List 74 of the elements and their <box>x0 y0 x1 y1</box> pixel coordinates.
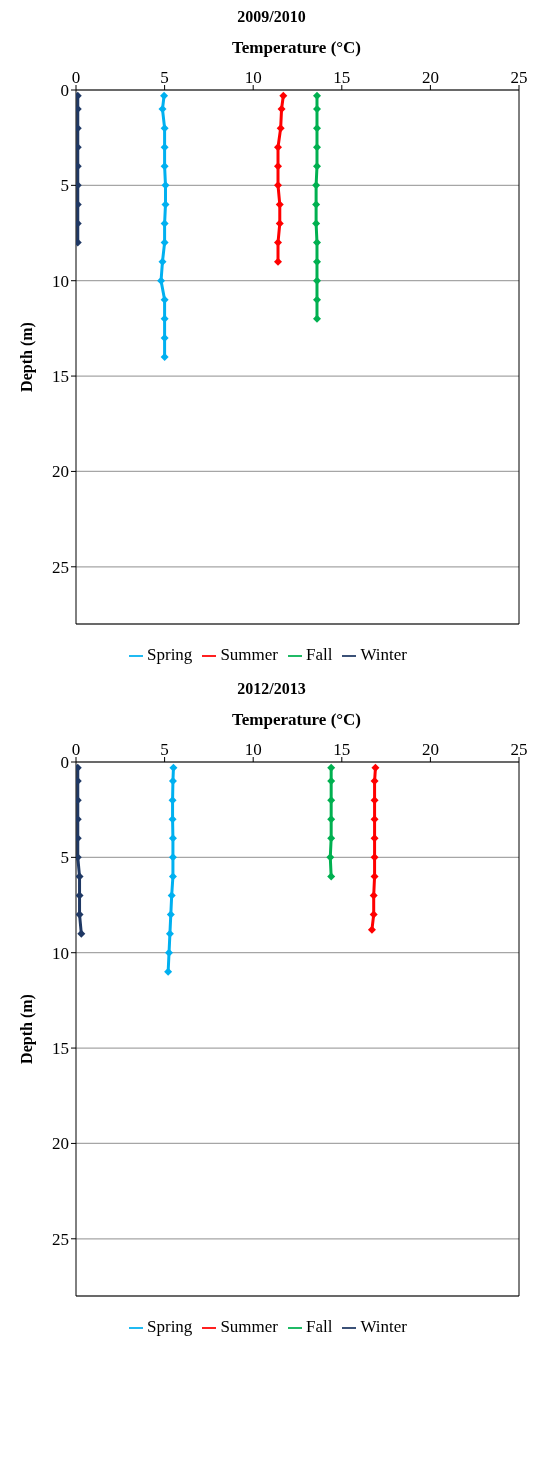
point <box>160 219 169 228</box>
y-axis-title: Depth (m) <box>17 994 36 1064</box>
point <box>160 295 169 304</box>
x-tick-label: 5 <box>160 68 169 87</box>
point <box>275 219 284 228</box>
point <box>274 238 283 247</box>
y-tick-label: 0 <box>60 753 69 773</box>
point <box>275 200 284 209</box>
x-tick-label: 15 <box>333 68 351 87</box>
point <box>169 763 178 772</box>
legend-label: Spring <box>147 1317 193 1336</box>
point <box>165 929 174 938</box>
point <box>327 763 336 772</box>
point <box>166 910 175 919</box>
legend-label: Winter <box>360 1317 407 1336</box>
point <box>158 257 167 266</box>
point <box>327 872 336 881</box>
chart-title: 2009/2010 <box>236 8 307 26</box>
x-tick-label: 20 <box>421 740 439 759</box>
x-axis-title: Temperature (°C) <box>230 710 363 730</box>
chart-title: 2012/2013 <box>236 680 307 698</box>
legend-label: Summer <box>220 645 278 664</box>
x-tick-label: 5 <box>160 740 169 759</box>
y-tick-label: 10 <box>52 943 69 963</box>
y-tick-label: 15 <box>52 1039 69 1059</box>
x-tick-label: 25 <box>510 68 528 87</box>
point <box>168 834 177 843</box>
x-tick-label: 20 <box>421 68 439 87</box>
x-tick-label: 25 <box>510 740 528 759</box>
legend-label: Fall <box>305 645 333 664</box>
point <box>327 834 336 843</box>
legend-label: Spring <box>147 645 193 664</box>
y-tick-label: 25 <box>52 1229 69 1249</box>
point <box>371 763 380 772</box>
point <box>168 872 177 881</box>
point <box>274 181 283 190</box>
x-tick-label: 10 <box>244 740 262 759</box>
y-tick-label: 5 <box>60 176 69 196</box>
y-tick-label: 20 <box>52 462 69 482</box>
point <box>279 91 288 100</box>
point <box>160 162 169 171</box>
point <box>327 796 336 805</box>
point <box>165 948 174 957</box>
y-tick-label: 15 <box>52 367 69 387</box>
point <box>367 925 376 934</box>
y-tick-label: 0 <box>60 81 69 101</box>
point <box>312 162 321 171</box>
legend-label: Fall <box>305 1317 333 1336</box>
point <box>312 219 321 228</box>
point <box>160 91 169 100</box>
point <box>369 891 378 900</box>
point <box>160 353 169 361</box>
legend-label: Summer <box>220 1317 278 1336</box>
legend-label: Winter <box>360 645 407 664</box>
point <box>312 91 321 100</box>
y-tick-label: 5 <box>60 848 69 868</box>
point <box>168 815 177 824</box>
point <box>312 200 321 209</box>
point <box>312 238 321 247</box>
y-tick-label: 25 <box>52 557 69 577</box>
point <box>327 815 336 824</box>
point <box>160 238 169 247</box>
point <box>158 105 167 114</box>
x-tick-label: 15 <box>333 740 351 759</box>
point <box>168 853 177 862</box>
y-tick-label: 20 <box>52 1134 69 1154</box>
point <box>312 181 321 190</box>
x-tick-label: 10 <box>244 68 262 87</box>
point <box>369 910 378 919</box>
point <box>276 124 285 133</box>
point <box>370 872 379 881</box>
y-axis-title: Depth (m) <box>17 322 36 392</box>
y-tick-label: 10 <box>52 271 69 291</box>
x-axis-title: Temperature (°C) <box>230 38 363 58</box>
